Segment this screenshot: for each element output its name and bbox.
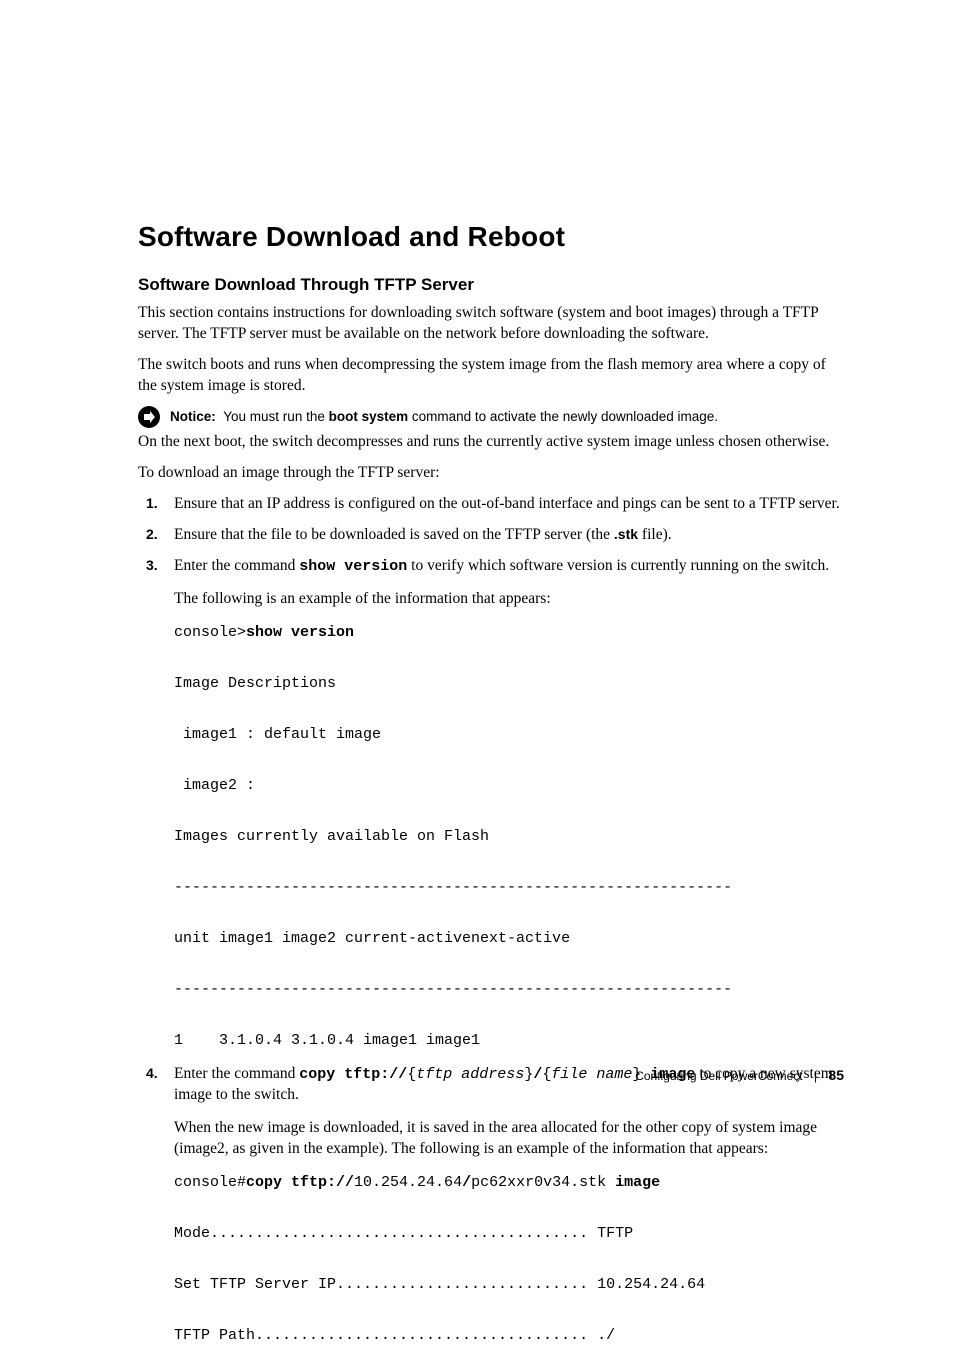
step-2-pre: Ensure that the file to be downloaded is… [174, 526, 614, 543]
code-file: pc62xxr0v34.stk [471, 1174, 606, 1191]
code-b2: / [462, 1174, 471, 1191]
code-output: Image Descriptions image1 : default imag… [174, 675, 732, 1049]
step-4-follow: When the new image is downloaded, it is … [174, 1118, 844, 1160]
arrow-circle-icon [138, 406, 160, 428]
step-4-brace-o1: { [407, 1066, 416, 1083]
step-4-cmd1: copy tftp:// [299, 1066, 407, 1083]
step-1: Ensure that an IP address is configured … [138, 494, 844, 515]
paragraph-intro-1: This section contains instructions for d… [138, 303, 844, 345]
step-4-slash: / [533, 1066, 542, 1083]
notice-text-pre: You must run the [220, 409, 329, 424]
section-subtitle: Software Download Through TFTP Server [138, 274, 844, 297]
step-2-post: file). [638, 526, 672, 543]
step-3-command: show version [299, 558, 407, 575]
document-page: Software Download and Reboot Software Do… [0, 0, 954, 1235]
code-command: show version [246, 624, 354, 641]
step-2: Ensure that the file to be downloaded is… [138, 525, 844, 546]
code-prompt: console> [174, 624, 246, 641]
step-1-text: Ensure that an IP address is configured … [174, 494, 844, 515]
code-b3: image [615, 1174, 660, 1191]
notice-command: boot system [329, 409, 409, 424]
step-4-code: console#copy tftp://10.254.24.64/pc62xxr… [174, 1170, 844, 1348]
step-2-ext: .stk [614, 526, 638, 542]
step-3-pre: Enter the command [174, 557, 299, 574]
page-footer: Configuring Dell PowerConnect | 85 [635, 1066, 844, 1085]
code-prompt-4: console# [174, 1174, 246, 1191]
step-3: Enter the command show version to verify… [138, 556, 844, 1054]
code-ip: 10.254.24.64 [354, 1174, 462, 1191]
notice-label: Notice: [170, 409, 216, 424]
paragraph-lead-in: To download an image through the TFTP se… [138, 463, 844, 484]
step-4-brace-c1: } [524, 1066, 533, 1083]
step-3-text: Enter the command show version to verify… [174, 556, 844, 577]
code-b1: copy tftp:// [246, 1174, 354, 1191]
step-4-pre: Enter the command [174, 1065, 299, 1082]
code-output-4: Mode....................................… [174, 1225, 705, 1344]
notice-callout: Notice: You must run the boot system com… [138, 406, 844, 428]
step-2-text: Ensure that the file to be downloaded is… [174, 525, 844, 546]
step-4-arg1: tftp address [416, 1066, 524, 1083]
paragraph-after-notice: On the next boot, the switch decompresse… [138, 432, 844, 453]
notice-text: Notice: You must run the boot system com… [170, 408, 718, 426]
notice-text-post: command to activate the newly downloaded… [408, 409, 718, 424]
step-3-follow: The following is an example of the infor… [174, 589, 844, 610]
footer-separator: | [814, 1069, 817, 1083]
step-3-code: console>show version Image Descriptions … [174, 620, 844, 1054]
step-4-arg2: file name [551, 1066, 632, 1083]
step-3-post: to verify which software version is curr… [407, 557, 829, 574]
page-title: Software Download and Reboot [138, 218, 844, 256]
code-sp [606, 1174, 615, 1191]
steps-list: Ensure that an IP address is configured … [138, 494, 844, 1348]
footer-chapter: Configuring Dell PowerConnect [635, 1069, 802, 1083]
paragraph-intro-2: The switch boots and runs when decompres… [138, 355, 844, 397]
step-4: Enter the command copy tftp://{tftp addr… [138, 1064, 844, 1348]
footer-page-number: 85 [828, 1067, 844, 1083]
